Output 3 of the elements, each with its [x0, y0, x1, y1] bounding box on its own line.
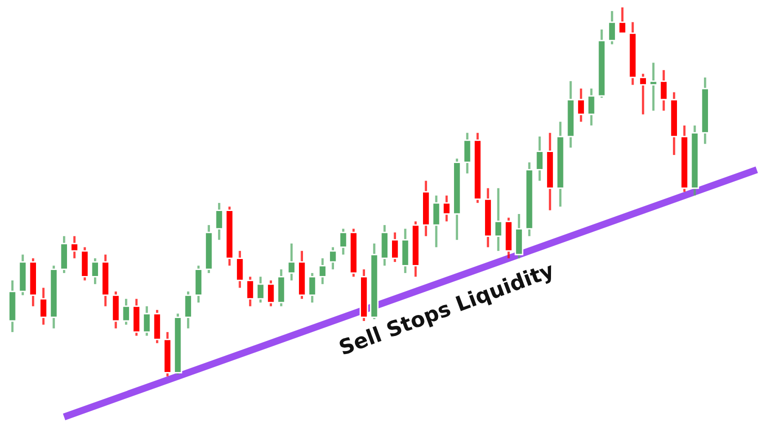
candlestick — [338, 228, 348, 256]
candlestick — [39, 286, 48, 326]
candlestick — [328, 246, 338, 270]
